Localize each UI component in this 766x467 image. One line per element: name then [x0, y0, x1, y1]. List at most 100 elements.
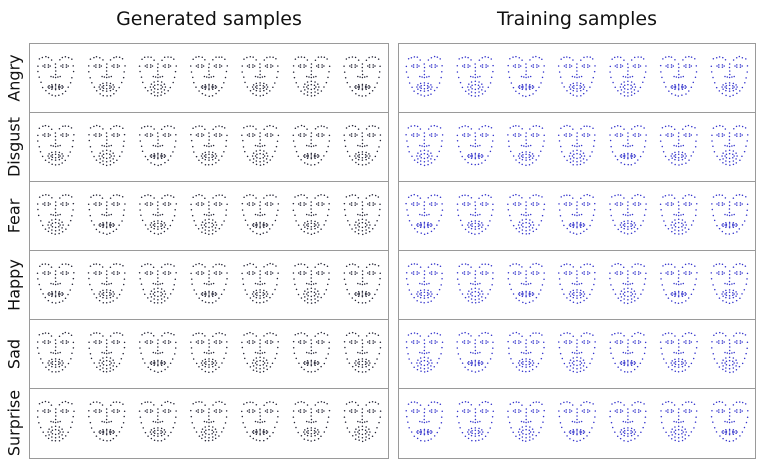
generated-row-fear: [30, 182, 388, 251]
row-label-sad: Sad: [4, 338, 23, 369]
generated-face-sample: [189, 55, 229, 98]
row-label-surprise: Surprise: [4, 389, 23, 456]
training-face-sample: [711, 331, 749, 374]
training-face-sample: [456, 331, 494, 373]
generated-samples-title: Generated samples: [116, 8, 302, 30]
generated-row-angry: [30, 44, 388, 113]
generated-face-sample: [343, 124, 382, 166]
generated-face-sample: [190, 125, 228, 166]
training-face-sample: [557, 124, 596, 166]
training-face-sample: [558, 400, 597, 443]
generated-face-sample: [343, 331, 382, 373]
generated-row-surprise: [30, 389, 388, 458]
generated-face-sample: [138, 263, 177, 304]
training-face-sample: [405, 124, 444, 167]
training-face-sample: [660, 400, 698, 443]
training-face-sample: [659, 124, 698, 166]
row-label-fear: Fear: [4, 198, 23, 233]
generated-face-sample: [292, 331, 330, 373]
training-face-sample: [456, 263, 494, 304]
training-panel: [398, 43, 756, 459]
training-face-sample: [507, 401, 545, 442]
generated-face-sample: [88, 124, 126, 167]
training-face-sample: [507, 124, 545, 166]
training-face-sample: [659, 194, 698, 235]
training-face-sample: [710, 263, 749, 304]
training-row-sad: [399, 320, 755, 389]
generated-face-sample: [37, 55, 75, 97]
row-label-disgust: Disgust: [4, 116, 23, 177]
generated-face-sample: [292, 400, 331, 442]
training-face-sample: [558, 193, 596, 235]
generated-face-sample: [190, 193, 228, 236]
training-face-sample: [405, 401, 443, 442]
generated-face-sample: [139, 125, 177, 167]
training-row-fear: [399, 182, 755, 251]
training-face-sample: [456, 194, 494, 235]
generated-face-sample: [343, 401, 382, 443]
training-face-sample: [710, 400, 749, 443]
training-face-sample: [456, 55, 494, 97]
generated-face-sample: [241, 124, 280, 166]
training-face-sample: [557, 56, 596, 97]
training-face-sample: [507, 55, 545, 98]
generated-face-sample: [87, 263, 126, 304]
generated-face-sample: [240, 401, 279, 442]
training-face-sample: [710, 55, 749, 98]
generated-face-sample: [241, 56, 279, 97]
training-face-sample: [405, 332, 444, 373]
generated-face-sample: [343, 56, 381, 97]
generated-row-disgust: [30, 113, 388, 182]
generated-face-sample: [190, 332, 228, 374]
generated-face-sample: [88, 401, 126, 442]
training-face-sample: [456, 400, 495, 442]
training-face-sample: [609, 262, 647, 305]
training-face-sample: [609, 331, 647, 373]
generated-face-sample: [139, 194, 178, 235]
training-face-sample: [405, 55, 443, 97]
generated-row-sad: [30, 320, 388, 389]
training-face-sample: [456, 124, 495, 166]
generated-face-sample: [292, 124, 331, 166]
training-row-disgust: [399, 113, 755, 182]
generated-face-sample: [87, 55, 126, 97]
training-row-surprise: [399, 389, 755, 458]
generated-face-sample: [292, 262, 330, 304]
training-row-angry: [399, 44, 755, 113]
training-face-sample: [558, 332, 596, 374]
generated-row-happy: [30, 251, 388, 320]
generated-face-sample: [241, 331, 279, 373]
generated-face-sample: [36, 331, 75, 373]
training-face-sample: [405, 193, 444, 236]
generated-face-sample: [190, 262, 228, 304]
generated-face-sample: [87, 194, 126, 236]
generated-face-sample: [36, 263, 75, 304]
generated-face-sample: [190, 400, 228, 442]
generated-face-sample: [138, 331, 177, 373]
training-face-sample: [711, 124, 749, 166]
training-face-sample: [405, 263, 443, 304]
training-samples-title: Training samples: [497, 8, 657, 30]
generated-face-sample: [292, 56, 331, 97]
training-face-sample: [659, 55, 698, 97]
training-face-sample: [609, 193, 647, 235]
training-face-sample: [659, 332, 698, 373]
training-face-sample: [507, 262, 545, 305]
generated-face-sample: [241, 194, 280, 236]
training-face-sample: [609, 56, 647, 97]
training-row-happy: [399, 251, 755, 320]
generated-face-sample: [36, 400, 75, 442]
generated-face-sample: [88, 331, 126, 373]
generated-face-sample: [343, 263, 381, 304]
training-face-sample: [558, 263, 596, 304]
generated-panel: [29, 43, 389, 459]
generated-face-sample: [292, 194, 330, 236]
generated-face-sample: [138, 400, 177, 442]
generated-face-sample: [36, 194, 75, 235]
training-face-sample: [507, 331, 545, 373]
training-face-sample: [609, 400, 647, 443]
training-face-sample: [660, 262, 698, 304]
generated-face-sample: [241, 262, 279, 304]
generated-face-sample: [343, 193, 381, 236]
generated-face-sample: [37, 124, 75, 166]
